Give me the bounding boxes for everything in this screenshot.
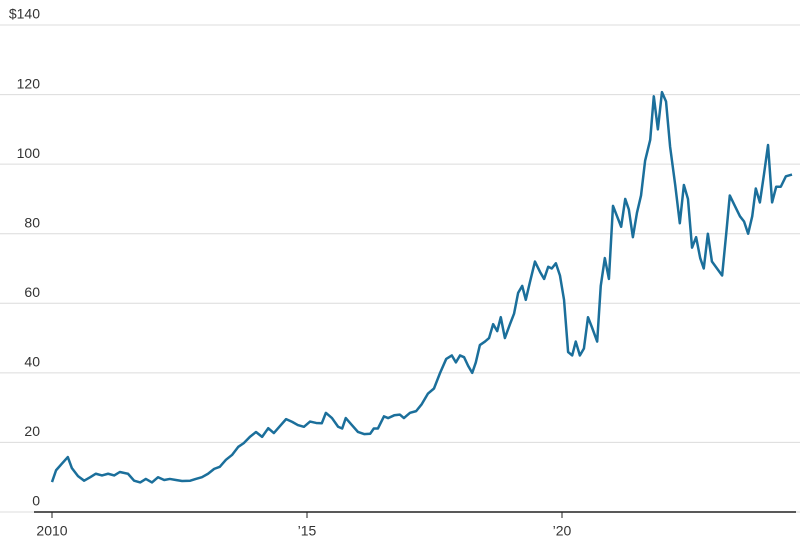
- x-tick-label: 2010: [36, 523, 67, 539]
- price-line: [50, 90, 793, 484]
- x-tick-label: ’15: [298, 523, 317, 539]
- y-tick-label: 20: [24, 423, 40, 439]
- y-tick-label: 40: [24, 354, 40, 370]
- y-tick-label: 60: [24, 284, 40, 300]
- y-tick-label: 120: [17, 75, 41, 91]
- y-tick-label: 100: [17, 145, 41, 161]
- y-tick-label: $140: [9, 6, 40, 22]
- y-tick-label: 0: [32, 493, 40, 509]
- y-tick-label: 80: [24, 214, 40, 230]
- x-tick-label: ’20: [553, 523, 572, 539]
